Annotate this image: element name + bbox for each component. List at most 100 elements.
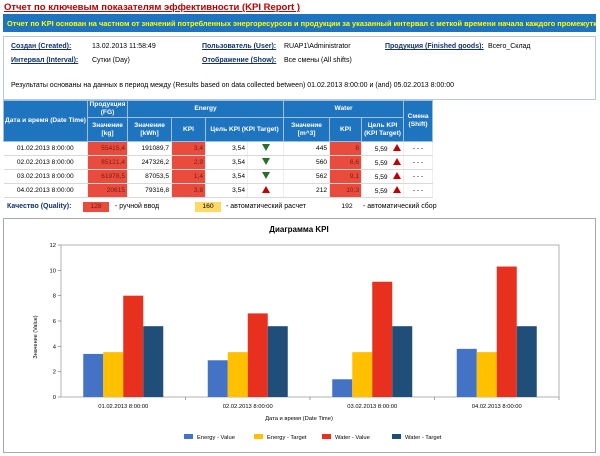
row-shift: - - -	[403, 155, 434, 170]
legend-swatch	[392, 434, 401, 439]
trend-down-icon	[261, 172, 270, 179]
row-energy-kpi: 2,9	[171, 155, 206, 170]
show-value: Все смены (All shifts)	[284, 57, 352, 64]
kpi-bar-chart: Диаграмма KPI Значение (Value) Дата и вр…	[33, 225, 560, 441]
interval-label: Интервал (Interval):	[11, 57, 79, 64]
kpi-data-table: Дата и время (Date Time) Продукция (FG) …	[3, 100, 434, 198]
chart-bar	[207, 360, 228, 397]
table-row: 01.02.2013 8:00:00 55415,4 191089,7 3,4 …	[3, 141, 434, 156]
row-water-target-cell: 5,59	[361, 155, 405, 170]
table-row: 02.02.2013 8:00:00 85121,4 247326,2 2,9 …	[3, 155, 434, 170]
row-energy-kpi: 1,4	[171, 169, 206, 184]
legend-entry: Water - Target	[405, 435, 442, 441]
interval-value: Сутки (Day)	[92, 57, 130, 64]
y-tick-label: 10	[50, 268, 56, 274]
x-tick-label: 03.02.2013 8:00:00	[347, 404, 397, 410]
row-energy-trend	[247, 169, 285, 184]
quality-manual-code: 128	[83, 202, 109, 212]
legend-swatch	[184, 434, 193, 439]
finished-goods-value: Всего_Склад	[488, 43, 531, 50]
y-tick-label: 4	[53, 344, 57, 350]
legend-swatch	[254, 434, 263, 439]
show-label: Отображение (Show):	[202, 57, 277, 64]
legend-swatch	[322, 434, 331, 439]
row-date: 01.02.2013 8:00:00	[3, 141, 88, 156]
chart-bar	[267, 326, 288, 397]
x-tick-label: 02.02.2013 8:00:00	[223, 404, 273, 410]
row-energy-value: 87053,5	[127, 169, 172, 184]
row-water-target-cell: 5,59	[361, 169, 405, 184]
results-period-text: Результаты основаны на данных в период м…	[11, 82, 454, 89]
row-water-target: 5,59	[374, 160, 388, 167]
chart-bar	[476, 352, 497, 397]
row-energy-trend	[247, 155, 285, 170]
y-tick-label: 0	[53, 395, 56, 401]
row-shift: - - -	[403, 141, 434, 156]
row-production-value: 85121,4	[87, 155, 128, 170]
chart-bar	[83, 353, 104, 397]
y-tick-label: 6	[53, 319, 56, 325]
row-energy-value: 191089,7	[127, 141, 172, 156]
report-title: Отчет по ключевым показателям эффективно…	[4, 2, 301, 13]
x-tick-label: 04.02.2013 8:00:00	[472, 404, 522, 410]
y-tick-label: 2	[53, 370, 56, 376]
chart-bar	[227, 352, 248, 397]
header-energy: Energy	[126, 100, 285, 118]
trend-up-icon	[261, 186, 270, 193]
quality-auto-calc-code: 160	[195, 202, 221, 212]
quality-auto-calc-text: - автоматический расчет	[226, 203, 307, 210]
header-energy-target: Цель KPI (KPI Target)	[204, 117, 285, 142]
trend-down-icon	[261, 158, 270, 165]
row-energy-value: 79316,8	[127, 183, 172, 198]
header-energy-kpi: KPI	[171, 117, 206, 142]
row-water-target: 5,59	[374, 174, 388, 181]
header-water: Water	[283, 100, 405, 118]
chart-y-axis-label: Значение (Value)	[33, 315, 39, 358]
row-shift: - - -	[403, 183, 434, 198]
header-water-value: Значение [m^3]	[283, 117, 331, 142]
legend-entry: Energy - Value	[197, 435, 235, 441]
row-production-value: 55415,4	[87, 141, 128, 156]
chart-bar	[143, 326, 164, 397]
header-water-kpi: KPI	[329, 117, 363, 142]
row-water-target-cell: 5,59	[361, 183, 405, 198]
created-label: Создан (Created):	[11, 43, 72, 50]
quality-label: Качество (Quality):	[7, 203, 72, 210]
row-date: 02.02.2013 8:00:00	[3, 155, 88, 170]
trend-up-icon	[393, 158, 402, 165]
row-water-kpi: 6,6	[329, 155, 363, 170]
header-production: Продукция (FG)	[87, 100, 128, 118]
y-tick-label: 8	[53, 294, 56, 300]
trend-up-icon	[393, 144, 402, 151]
header-shift: Смена (Shift)	[403, 100, 434, 142]
quality-legend: Качество (Quality): 128 - ручной ввод 16…	[3, 202, 596, 213]
row-energy-trend	[247, 141, 285, 156]
legend-entry: Energy - Target	[267, 435, 307, 441]
row-energy-target: 3,54	[205, 141, 248, 156]
row-water-target: 5,59	[374, 188, 388, 195]
chart-bar	[496, 266, 517, 397]
chart-bar	[372, 281, 393, 397]
row-energy-target: 3,54	[205, 183, 248, 198]
user-label: Пользователь (User):	[202, 43, 277, 50]
row-date: 04.02.2013 8:00:00	[3, 183, 88, 198]
chart-bar	[123, 295, 144, 397]
row-water-value: 445	[283, 141, 331, 156]
row-water-target: 5,59	[374, 146, 388, 153]
table-row: 04.02.2013 8:00:00 20615 79316,8 3,8 3,5…	[3, 183, 434, 198]
created-value: 13.02.2013 11:58:49	[92, 43, 156, 50]
row-water-value: 560	[283, 155, 331, 170]
row-energy-kpi: 3,8	[171, 183, 206, 198]
row-water-value: 212	[283, 183, 331, 198]
trend-down-icon	[261, 144, 270, 151]
row-energy-target: 3,54	[205, 169, 248, 184]
chart-bar	[247, 313, 268, 397]
row-energy-value: 247326,2	[127, 155, 172, 170]
chart-bar	[516, 326, 537, 397]
user-value: RUAP1\Administrator	[284, 43, 351, 50]
y-tick-label: 12	[50, 243, 56, 249]
quality-manual-text: - ручной ввод	[115, 203, 160, 210]
x-tick-label: 01.02.2013 8:00:00	[98, 404, 148, 410]
row-date: 03.02.2013 8:00:00	[3, 169, 88, 184]
report-info-panel: Создан (Created): 13.02.2013 11:58:49 По…	[3, 36, 596, 100]
